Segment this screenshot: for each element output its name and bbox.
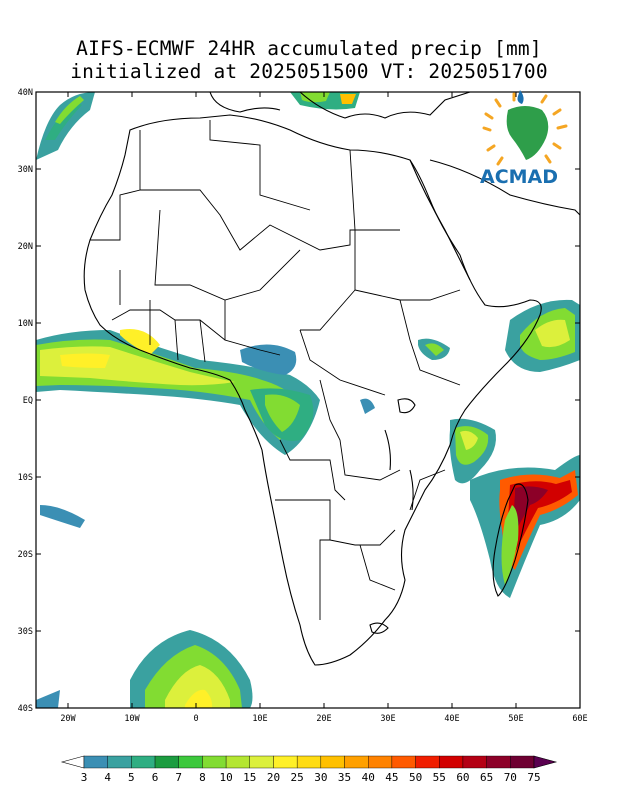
lat-label: 40N [18, 88, 33, 98]
lake-victoria [397, 398, 416, 414]
lat-label: 20N [18, 242, 33, 252]
lon-label: 20E [316, 714, 331, 724]
lon-label: 50E [508, 714, 523, 724]
colorbar-box [320, 755, 345, 769]
map-title-line2: initialized at 2025051500 VT: 2025051700 [70, 60, 548, 83]
axis-ticks [36, 91, 581, 709]
colorbar-label: 50 [409, 771, 422, 784]
lat-label: 30N [18, 165, 33, 175]
lon-label: 10W [124, 714, 140, 724]
africa-globe-logo: ACMAD [480, 90, 568, 188]
colorbar-label: 15 [243, 771, 256, 784]
lat-label: 30S [18, 627, 33, 637]
precip-area-atlantic-west [40, 505, 85, 528]
latitude-labels: 40N 30N 20N 10N EQ 10S 20S 30S 40S [18, 88, 33, 714]
colorbar-max-triangle [533, 755, 558, 769]
colorbar-box [296, 755, 322, 769]
colorbar-min-triangle [60, 755, 85, 769]
red-sea-coast [409, 159, 471, 281]
precip-field [36, 92, 580, 708]
colorbar-box [131, 755, 156, 769]
colorbar-label: 25 [291, 771, 304, 784]
colorbar-box [344, 755, 369, 769]
colorbar-box [439, 755, 464, 769]
colorbar-box [391, 755, 416, 769]
colorbar-label: 60 [456, 771, 469, 784]
colorbar-box [154, 755, 179, 769]
colorbar-label: 30 [314, 771, 327, 784]
colorbar-labels: 3 4 5 6 7 8 10 15 20 25 30 35 40 45 50 55 60 65 70 75 [81, 771, 541, 784]
lon-label: 10E [252, 714, 267, 724]
colorbar-label: 75 [527, 771, 540, 784]
colorbar-label: 10 [219, 771, 232, 784]
lat-label: 40S [18, 704, 33, 714]
colorbar-box [83, 755, 108, 769]
colorbar-label: 6 [152, 771, 159, 784]
logo-text: ACMAD [480, 166, 558, 188]
colorbar-label: 5 [128, 771, 135, 784]
colorbar-box [202, 755, 227, 769]
precip-area-congo [240, 344, 297, 375]
colorbar-box [249, 755, 274, 769]
iberia-coast [209, 92, 281, 113]
colorbar-box [486, 755, 511, 769]
lon-label: 20W [60, 714, 76, 724]
map-title-line1: AIFS-ECMWF 24HR accumulated precip [mm] [76, 37, 542, 60]
colorbar-label: 20 [267, 771, 280, 784]
lon-label: 40E [444, 714, 459, 724]
lon-label: 30E [380, 714, 395, 724]
lat-label: EQ [23, 396, 33, 406]
lon-label: 0 [193, 714, 198, 724]
lat-label: 10S [18, 473, 33, 483]
colorbar-box [415, 755, 440, 769]
colorbar-box [107, 755, 132, 769]
colorbar-label: 70 [504, 771, 517, 784]
lake-tanganyika [384, 429, 391, 471]
arabia-coast [429, 159, 580, 216]
longitude-labels: 20W 10W 0 10E 20E 30E 40E 50E 60E [60, 714, 587, 724]
colorbar [60, 755, 558, 769]
colorbar-label: 8 [199, 771, 206, 784]
europe-coast [299, 92, 471, 119]
colorbar-box [368, 755, 393, 769]
colorbar-box [225, 755, 250, 769]
precip-area-atlantic-north [36, 92, 95, 160]
lon-label: 60E [572, 714, 587, 724]
colorbar-label: 4 [104, 771, 111, 784]
lat-label: 10N [18, 319, 33, 329]
africa-coastline [83, 114, 542, 666]
colorbar-box [178, 755, 203, 769]
colorbar-label: 40 [362, 771, 375, 784]
madagascar-coastline [492, 483, 529, 597]
colorbar-box [510, 755, 535, 769]
lake-malawi [409, 469, 414, 511]
colorbar-label: 45 [385, 771, 398, 784]
coastlines [83, 92, 580, 666]
colorbar-label: 3 [81, 771, 88, 784]
colorbar-label: 65 [480, 771, 493, 784]
colorbar-label: 55 [433, 771, 446, 784]
country-borders [90, 120, 461, 620]
south-africa-lake [369, 622, 389, 634]
colorbar-label: 35 [338, 771, 351, 784]
colorbar-label: 7 [175, 771, 182, 784]
colorbar-box [273, 755, 298, 769]
colorbar-box [462, 755, 487, 769]
lat-label: 20S [18, 550, 33, 560]
